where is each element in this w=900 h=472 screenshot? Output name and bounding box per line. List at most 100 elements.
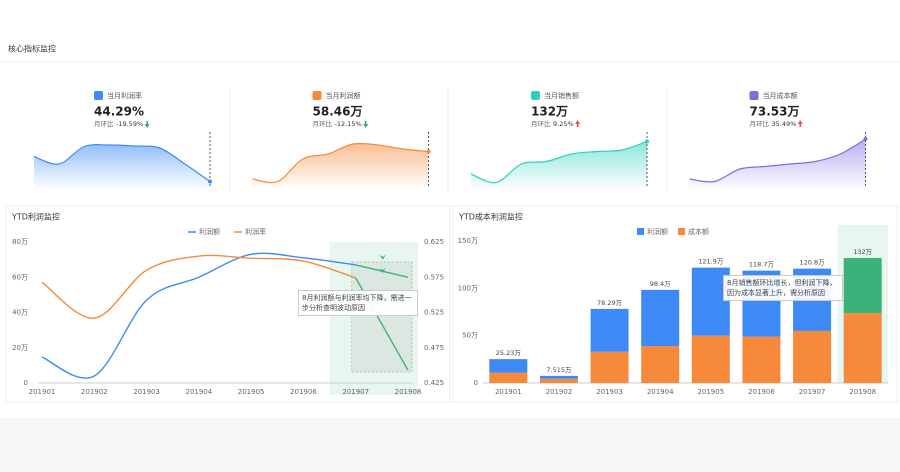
bar-segment <box>539 378 578 383</box>
footer-bg <box>0 418 900 472</box>
y-tick-label: 150万 <box>458 237 478 245</box>
chart-title: YTD成本利润监控 <box>458 212 523 222</box>
y-tick-label: 50万 <box>462 332 478 340</box>
x-tick-label: 201906 <box>290 388 317 396</box>
x-tick-label: 201903 <box>133 388 160 396</box>
bar-segment <box>843 312 882 383</box>
kpi-arrow <box>363 121 369 128</box>
kpi-icon <box>749 91 759 100</box>
kpi-dot <box>426 149 431 154</box>
total-label: 78.29万 <box>597 299 623 307</box>
kpi-icon <box>531 91 540 100</box>
kpi-change-label: 月环比 <box>313 119 333 128</box>
legend-label: 利润额 <box>647 227 668 236</box>
kpi-dot <box>208 179 212 184</box>
kpi-dot <box>645 139 649 144</box>
x-tick-label: 201902 <box>81 388 108 396</box>
kpi-icon <box>312 91 322 100</box>
flag <box>379 254 386 260</box>
bar-segment <box>590 308 629 352</box>
bar-segment <box>843 258 882 313</box>
kpi-area <box>471 141 647 188</box>
y2-tick-label: 0.625 <box>424 238 444 246</box>
bar-segment <box>742 336 781 383</box>
kpi-area <box>252 143 429 188</box>
kpi-label: 当月销售额 <box>544 91 579 100</box>
kpi-area <box>689 139 866 188</box>
total-label: 132万 <box>853 248 872 256</box>
kpi-label: 当月利润额 <box>326 91 361 100</box>
x-tick-label: 201907 <box>799 388 826 396</box>
x-tick-label: 201903 <box>596 388 623 396</box>
legend-label: 利润率 <box>245 227 266 236</box>
kpi-change-label: 月环比 <box>531 119 551 128</box>
y2-tick-label: 0.575 <box>424 273 444 281</box>
kpi-line <box>470 140 648 184</box>
x-tick-label: 201906 <box>748 388 775 396</box>
x-tick-label: 201904 <box>647 388 674 396</box>
total-label: 25.23万 <box>496 349 522 357</box>
y-tick-label: 0 <box>24 379 28 387</box>
total-label: 118.7万 <box>749 261 775 269</box>
kpi-icon <box>94 91 103 100</box>
kpi-line <box>33 143 211 182</box>
kpi-value: 58.46万 <box>313 105 363 119</box>
x-tick-label: 201908 <box>849 388 876 396</box>
kpi-change-label: 月环比 <box>94 119 114 128</box>
bar-segment <box>793 330 832 383</box>
kpi-line <box>252 142 429 184</box>
total-label: 121.9万 <box>698 258 724 266</box>
kpi-value: 132万 <box>531 105 568 119</box>
kpi-area <box>34 144 210 188</box>
kpi-change: -19.59% <box>116 120 143 128</box>
kpi-arrow <box>144 121 150 128</box>
bar-segment <box>641 346 680 383</box>
bar-segment <box>691 335 730 383</box>
kpi-line <box>689 138 866 183</box>
legend-label: 成本额 <box>688 227 709 236</box>
x-tick-label: 201907 <box>342 388 369 396</box>
panel <box>452 205 898 403</box>
highlight-region <box>329 242 418 395</box>
legend-swatch <box>637 228 644 235</box>
kpi-change: 9.25% <box>553 120 574 128</box>
y2-tick-label: 0.525 <box>424 309 444 317</box>
y-tick-label: 80万 <box>12 238 28 246</box>
y-tick-label: 0 <box>474 379 478 387</box>
x-tick-label: 201905 <box>697 388 724 396</box>
line <box>41 252 356 379</box>
kpi-arrow <box>575 120 581 127</box>
y-tick-label: 20万 <box>12 344 28 352</box>
line <box>41 254 356 319</box>
annotation: 8月销售额环比增长，但利润下降，因为成本显著上升，需分析原因 <box>723 275 843 301</box>
total-label: 98.4万 <box>650 280 671 288</box>
chart-title: YTD利润监控 <box>11 212 60 222</box>
y2-tick-label: 0.475 <box>424 344 444 352</box>
kpi-change: 35.49% <box>772 120 797 128</box>
kpi-label: 当月利润率 <box>107 91 142 100</box>
panel <box>5 205 451 403</box>
x-tick-label: 201904 <box>185 388 212 396</box>
legend-swatch <box>678 228 685 235</box>
kpi-change-label: 月环比 <box>750 119 770 128</box>
x-tick-label: 201902 <box>546 388 573 396</box>
y2-tick-label: 0.425 <box>424 379 444 387</box>
bar-segment <box>539 375 578 379</box>
x-tick-label: 201908 <box>395 388 422 396</box>
page-title: 核心指标监控 <box>8 44 56 54</box>
kpi-dot <box>863 137 868 141</box>
x-tick-label: 201901 <box>495 388 522 396</box>
y-tick-label: 40万 <box>12 309 28 317</box>
bar-segment <box>590 351 629 383</box>
y-tick-label: 60万 <box>12 273 28 281</box>
bar-segment <box>641 289 680 347</box>
flag <box>379 267 386 273</box>
x-tick-label: 201905 <box>238 388 265 396</box>
bar-segment <box>489 372 528 383</box>
highlight-box <box>351 261 413 373</box>
kpi-value: 44.29% <box>94 105 144 119</box>
total-label: 120.8万 <box>800 259 826 267</box>
annotation: 8月利润额与利润率均下降，需进一步分析查明波动原因 <box>298 290 418 316</box>
